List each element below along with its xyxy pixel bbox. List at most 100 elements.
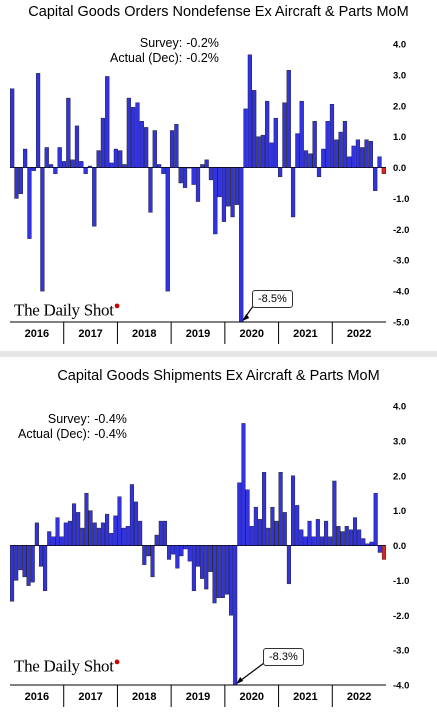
actual-label: Actual (Dec):	[18, 427, 91, 441]
daily-shot-logo: The Daily Shot●	[14, 656, 120, 677]
y-tick-label: 2.0	[393, 101, 406, 112]
bar	[200, 164, 205, 168]
logo-text: The Daily Shot	[14, 300, 114, 320]
bar	[217, 167, 222, 198]
bar	[122, 164, 127, 168]
bar	[291, 475, 296, 546]
y-tick-label: 1.0	[393, 506, 406, 517]
x-tick-label: 2019	[186, 691, 210, 703]
bar	[96, 527, 101, 546]
bar	[377, 156, 382, 168]
bar	[146, 545, 151, 557]
bar	[204, 159, 209, 168]
bar	[369, 541, 374, 546]
bar	[70, 159, 75, 168]
bar	[340, 531, 345, 546]
bar	[233, 545, 238, 686]
bar	[208, 545, 213, 572]
orders-chart: Capital Goods Orders Nondefense Ex Aircr…	[0, 0, 437, 350]
bar	[100, 117, 106, 168]
bar	[229, 545, 234, 616]
bar	[183, 545, 188, 550]
bar	[200, 545, 205, 579]
bar	[79, 161, 84, 168]
y-tick-label: -2.0	[393, 611, 409, 622]
y-tick-label: -3.0	[393, 256, 409, 267]
bar	[195, 167, 201, 202]
bar	[113, 148, 118, 168]
bar	[360, 147, 365, 168]
bar	[47, 531, 52, 546]
bar	[34, 522, 39, 546]
bar	[187, 167, 192, 169]
bar	[342, 121, 348, 168]
x-tick-label: 2016	[25, 328, 49, 340]
bar	[129, 484, 134, 546]
bar	[63, 522, 68, 546]
bar	[76, 512, 81, 546]
chart-divider	[0, 351, 437, 357]
y-tick-label: 4.0	[393, 40, 406, 51]
bar	[167, 545, 172, 560]
logo-star-icon: ●	[113, 656, 121, 668]
bar	[74, 125, 80, 168]
y-tick-label: 3.0	[393, 436, 406, 447]
bar	[265, 100, 270, 168]
bar	[247, 54, 252, 168]
bar	[96, 150, 101, 168]
x-tick-label: 2016	[25, 691, 49, 703]
bar	[48, 164, 54, 168]
x-tick-label: 2021	[293, 328, 317, 340]
bar-plot: 4.0 3.0 2.0 1.0 0.0 -1.0 -2.0 -3.0 -4.0 -5.0 2016 2…	[10, 40, 409, 344]
x-tick-label: 2017	[78, 691, 102, 703]
bar	[43, 545, 48, 592]
bar	[105, 76, 110, 168]
min-value-callout: -8.5%	[252, 290, 293, 308]
bar	[381, 545, 386, 560]
actual-value: -0.2%	[186, 51, 219, 65]
bar	[27, 167, 32, 239]
chart-title: Capital Goods Shipments Ex Aircraft & Pa…	[57, 368, 380, 384]
bar	[234, 167, 239, 205]
bar	[30, 545, 35, 583]
bar	[249, 526, 254, 546]
survey-block: Survey: -0.2% Actual (Dec): -0.2%	[110, 36, 219, 66]
bar	[344, 526, 349, 546]
x-tick-label: 2020	[239, 691, 263, 703]
x-tick-label: 2018	[132, 691, 156, 703]
bar	[144, 127, 149, 168]
bar	[165, 167, 170, 292]
bar	[51, 536, 56, 546]
bar	[31, 167, 36, 171]
bar	[336, 526, 341, 546]
y-tick-label: 4.0	[393, 402, 406, 413]
bar	[286, 70, 291, 168]
bar	[161, 167, 166, 174]
y-tick-label: -4.0	[393, 681, 409, 692]
x-tick-label: 2019	[186, 328, 210, 340]
bar	[213, 167, 218, 235]
bar	[311, 536, 316, 546]
bar	[83, 167, 88, 174]
x-tick-label: 2017	[78, 328, 102, 340]
bar	[92, 522, 97, 546]
bar	[299, 529, 304, 546]
bar	[92, 167, 97, 227]
bar	[154, 534, 159, 546]
bar	[109, 533, 114, 546]
bar	[204, 545, 209, 590]
bar	[303, 536, 308, 546]
y-tick-label: -4.0	[393, 287, 409, 298]
bar	[368, 141, 373, 168]
bar	[220, 545, 225, 599]
bar	[299, 100, 304, 168]
y-tick-label: 2.0	[393, 471, 406, 482]
callout-arrowhead	[242, 314, 250, 321]
bar	[278, 167, 283, 178]
bar	[241, 423, 246, 546]
bar	[295, 505, 300, 546]
bar	[125, 526, 130, 546]
bar	[105, 513, 110, 546]
survey-label: Survey:	[139, 36, 183, 50]
